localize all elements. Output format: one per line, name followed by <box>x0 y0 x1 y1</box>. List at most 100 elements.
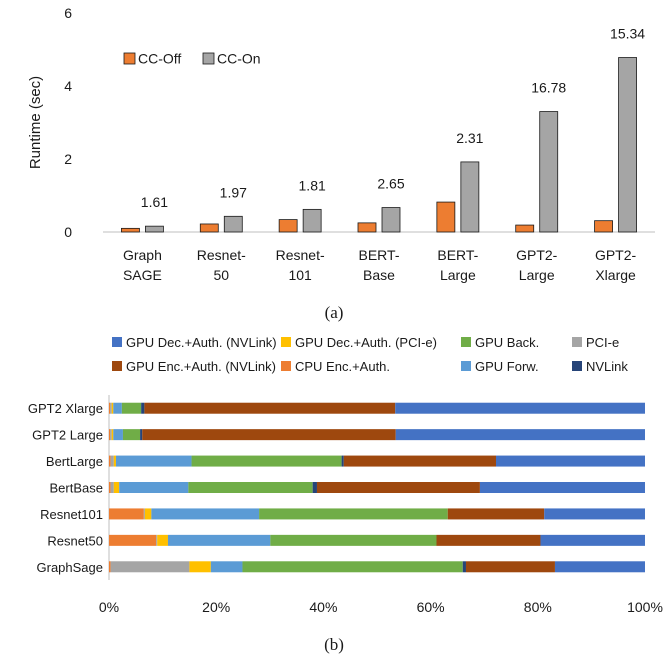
data-label: 2.65 <box>377 176 404 192</box>
stack-segment <box>119 482 189 493</box>
legend-swatch <box>281 361 291 371</box>
stack-segment <box>110 402 112 414</box>
y-axis-label: Runtime (sec) <box>27 76 44 169</box>
y-tick-label: BertLarge <box>46 454 103 469</box>
x-tick-label: Large <box>440 267 476 283</box>
stack-segment <box>115 455 192 467</box>
y-tick-label: Resnet101 <box>40 507 103 522</box>
y-tick-label: GPT2 Xlarge <box>28 401 103 416</box>
legend-label: CC-Off <box>138 51 181 67</box>
legend-label: PCI-e <box>586 335 619 350</box>
data-label: 16.78 <box>531 80 566 96</box>
y-tick-label: 2 <box>64 151 72 167</box>
x-tick-label: 20% <box>202 599 230 615</box>
legend-label: NVLink <box>586 359 628 374</box>
legend-label: GPU Forw. <box>475 359 539 374</box>
x-tick-label: 100% <box>627 599 663 615</box>
stack-segment <box>109 508 144 520</box>
bar-cc-off <box>278 219 298 233</box>
x-tick-label: GPT2- <box>595 247 637 263</box>
x-tick-label: Resnet- <box>276 247 325 263</box>
stack-segment <box>113 482 120 493</box>
x-tick-label: 101 <box>288 267 312 283</box>
stack-segment <box>210 561 243 573</box>
bar-cc-on <box>223 215 243 233</box>
y-tick-label: GPT2 Large <box>32 428 103 443</box>
bar-cc-off <box>594 220 613 233</box>
bar-cc-off <box>199 223 219 233</box>
stack-segment <box>156 534 158 546</box>
bar-cc-on <box>460 161 480 233</box>
runtime-bar-chart: 0 2 4 6 Runtime (sec) 1.61 Graph SAGE 1.97 Resnet… <box>27 5 655 283</box>
breakdown-stacked-bar-chart: GPT2 Xlarge GPT2 Large BertLarge BertBase Re… <box>28 335 663 615</box>
data-label: 1.61 <box>141 194 168 210</box>
bar-cc-off <box>357 222 377 233</box>
bar-cc-off <box>436 201 456 233</box>
legend-swatch <box>112 337 122 347</box>
stack-segment <box>316 482 480 493</box>
stack-segment <box>540 534 645 546</box>
data-label: 15.34 <box>610 26 645 42</box>
stack-segment <box>447 508 545 520</box>
y-tick-label: 4 <box>64 78 72 94</box>
legend-swatch <box>461 337 471 347</box>
stack-segment <box>465 561 555 573</box>
stack-segment <box>110 482 114 493</box>
x-tick-label: 80% <box>524 599 552 615</box>
bar-cc-on <box>381 207 401 233</box>
legend-swatch <box>461 361 471 371</box>
stack-segment <box>109 429 111 441</box>
stack-segment <box>395 402 645 414</box>
bar-cc-on <box>618 57 637 233</box>
legend-swatch <box>123 52 136 65</box>
stack-segment <box>544 508 645 520</box>
stack-segment <box>462 561 466 573</box>
caption-a: (a) <box>325 303 344 322</box>
x-tick-label: Large <box>519 267 555 283</box>
legend-swatch <box>202 52 215 65</box>
stack-segment <box>140 429 143 441</box>
stack-segment <box>144 402 396 414</box>
stack-segment <box>167 534 271 546</box>
legend-label: CC-On <box>217 51 261 67</box>
x-tick-label: Resnet- <box>197 247 246 263</box>
stack-segment <box>143 508 145 520</box>
stack-segment <box>110 429 112 441</box>
data-label: 2.31 <box>456 130 483 146</box>
y-tick-label: GraphSage <box>37 560 104 575</box>
x-tick-label: GPT2- <box>516 247 558 263</box>
stack-segment <box>191 455 342 467</box>
stack-segment <box>141 402 145 414</box>
stack-segment <box>242 561 463 573</box>
stack-segment <box>121 402 142 414</box>
legend-swatch <box>572 361 582 371</box>
bar-cc-off <box>121 227 140 233</box>
stack-segment <box>142 429 396 441</box>
stack-segment <box>479 482 645 493</box>
x-tick-label: SAGE <box>123 267 162 283</box>
stack-segment <box>395 429 645 441</box>
legend-label: GPU Enc.+Auth. (NVLink) <box>126 359 276 374</box>
legend-label: GPU Dec.+Auth. (NVLink) <box>126 335 277 350</box>
bar-cc-off <box>515 224 535 233</box>
stack-segment <box>111 429 114 441</box>
caption-b: (b) <box>324 635 344 654</box>
stack-segment <box>110 455 114 467</box>
legend-label: GPU Back. <box>475 335 539 350</box>
data-label: 1.97 <box>220 184 247 200</box>
y-tick-label: Resnet50 <box>47 533 103 548</box>
stack-segment <box>113 455 116 467</box>
stack-segment <box>270 534 437 546</box>
stack-segment <box>109 561 111 573</box>
x-tick-label: Base <box>363 267 395 283</box>
legend-swatch <box>572 337 582 347</box>
stack-segment <box>189 561 211 573</box>
x-tick-label: 0% <box>99 599 119 615</box>
stack-segment <box>109 455 111 467</box>
y-tick-label: BertBase <box>50 481 103 496</box>
stack-segment <box>188 482 313 493</box>
stack-segment <box>151 508 260 520</box>
stack-segment <box>495 455 645 467</box>
stack-segment <box>341 455 344 467</box>
